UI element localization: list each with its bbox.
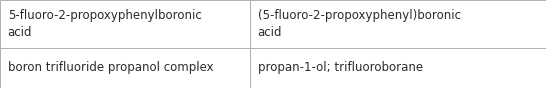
Text: propan-1-ol; trifluoroborane: propan-1-ol; trifluoroborane	[258, 61, 423, 74]
Text: boron trifluoride propanol complex: boron trifluoride propanol complex	[8, 61, 213, 74]
Text: 5-fluoro-2-propoxyphenylboronic
acid: 5-fluoro-2-propoxyphenylboronic acid	[8, 9, 201, 39]
Text: (5-fluoro-2-propoxyphenyl)boronic
acid: (5-fluoro-2-propoxyphenyl)boronic acid	[258, 9, 461, 39]
